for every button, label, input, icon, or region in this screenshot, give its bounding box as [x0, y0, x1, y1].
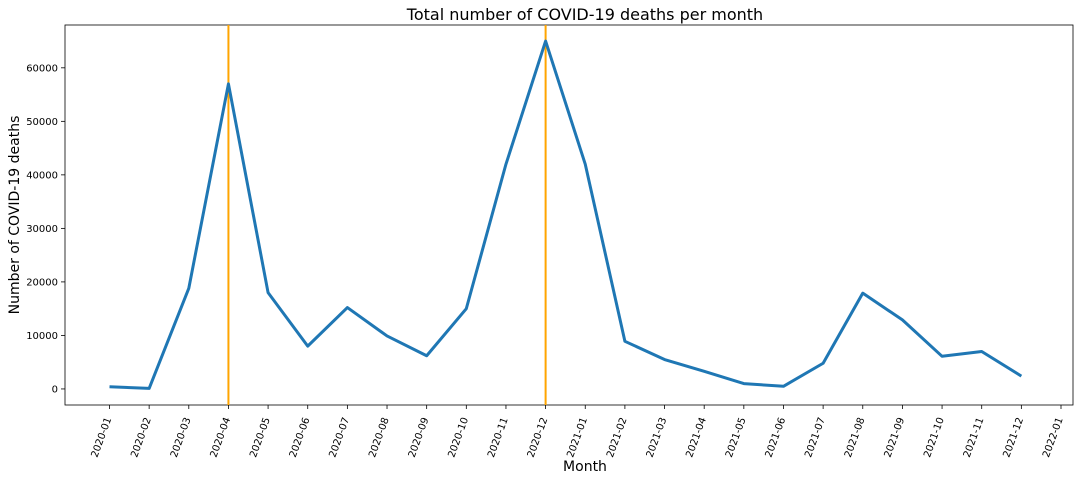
- x-tick-label: 2021-02: [605, 416, 630, 459]
- x-tick-label: 2020-07: [328, 416, 353, 459]
- x-tick-label: 2021-06: [764, 416, 789, 459]
- y-axis-title: Number of COVID-19 deaths: [7, 116, 23, 315]
- x-tick-label: 2021-03: [645, 416, 670, 459]
- y-tick-label: 0: [52, 384, 58, 395]
- x-tick-label: 2021-12: [1002, 416, 1027, 459]
- x-tick-label: 2020-12: [526, 416, 551, 459]
- series-line: [109, 39, 1023, 390]
- x-tick-label: 2021-05: [724, 416, 749, 459]
- y-tick-label: 10000: [26, 331, 58, 342]
- x-tick-label: 2020-11: [486, 416, 511, 459]
- y-tick-label: 40000: [26, 170, 58, 181]
- x-tick-label: 2020-08: [367, 416, 392, 459]
- x-tick-label: 2021-11: [962, 416, 987, 459]
- plot-frame: [64, 24, 1074, 406]
- y-tick-label: 50000: [26, 117, 58, 128]
- x-tick-label: 2021-10: [922, 416, 947, 459]
- x-axis-title: Month: [563, 459, 607, 475]
- x-tick-label: 2020-03: [169, 416, 194, 459]
- x-tick-label: 2020-05: [248, 416, 273, 459]
- x-tick-label: 2022-01: [1041, 416, 1066, 459]
- x-tick-label: 2020-04: [209, 416, 234, 459]
- x-tick-label: 2020-01: [90, 416, 115, 459]
- y-tick-label: 20000: [26, 277, 58, 288]
- x-tick-label: 2021-07: [803, 416, 828, 459]
- x-tick-label: 2020-09: [407, 416, 432, 459]
- x-tick-label: 2021-04: [684, 416, 709, 459]
- x-tick-label: 2021-09: [883, 416, 908, 459]
- x-tick-label: 2021-01: [565, 416, 590, 459]
- x-tick-label: 2020-06: [288, 416, 313, 459]
- x-tick-label: 2021-08: [843, 416, 868, 459]
- chart-title: Total number of COVID-19 deaths per mont…: [406, 5, 763, 24]
- y-tick-label: 30000: [26, 224, 58, 235]
- y-tick-label: 60000: [26, 63, 58, 74]
- x-tick-label: 2020-10: [446, 416, 471, 459]
- x-tick-label: 2020-02: [129, 416, 154, 459]
